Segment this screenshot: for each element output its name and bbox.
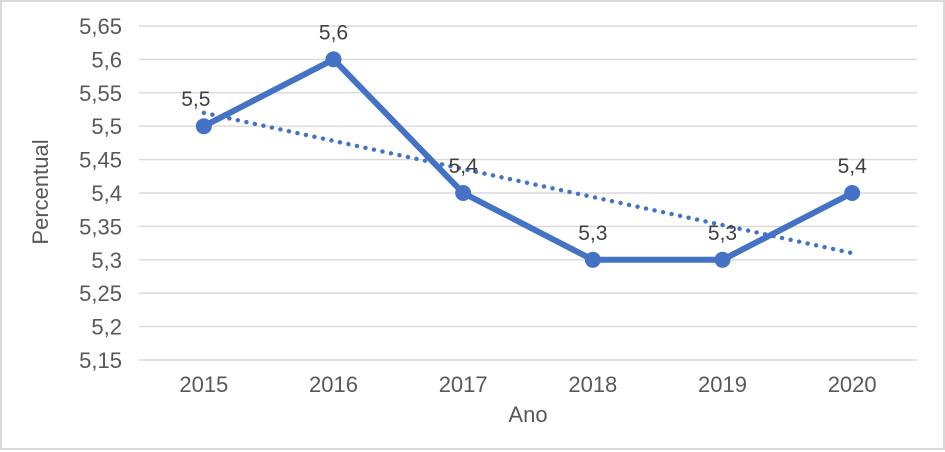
- data-label: 5,6: [319, 21, 348, 44]
- y-tick-label: 5,6: [91, 47, 122, 72]
- y-tick-label: 5,15: [79, 348, 122, 373]
- y-tick-label: 5,5: [91, 114, 122, 139]
- x-tick-label: 2017: [439, 372, 488, 397]
- y-tick-label: 5,35: [79, 214, 122, 239]
- x-tick-label: 2018: [568, 372, 617, 397]
- data-label: 5,4: [838, 155, 868, 178]
- x-tick-label: 2019: [698, 372, 747, 397]
- trendline-dotted: [201, 110, 855, 256]
- data-point-marker: [714, 251, 731, 268]
- series-line: [200, 56, 856, 263]
- data-label: 5,3: [578, 222, 607, 245]
- x-axis-title: Ano: [508, 402, 547, 427]
- y-tick-label: 5,25: [79, 281, 122, 306]
- data-point-marker: [455, 185, 472, 201]
- x-tick-label: 2015: [179, 372, 228, 397]
- data-label: 5,5: [181, 88, 210, 111]
- x-tick-label: 2020: [828, 372, 877, 397]
- y-tick-label: 5,2: [91, 315, 122, 340]
- y-tick-label: 5,45: [79, 148, 122, 173]
- data-point-marker: [325, 51, 342, 68]
- y-tick-label: 5,4: [91, 181, 122, 206]
- data-point-marker: [584, 251, 601, 268]
- y-tick-label: 5,65: [79, 14, 122, 39]
- data-point-marker: [844, 185, 861, 201]
- y-axis-title: Percentual: [28, 139, 53, 244]
- data-label: 5,4: [449, 155, 479, 178]
- data-point-marker: [195, 118, 212, 135]
- x-tick-label: 2016: [309, 372, 358, 397]
- y-tick-label: 5,55: [79, 81, 122, 106]
- y-tick-label: 5,3: [91, 248, 122, 273]
- data-label: 5,3: [708, 222, 737, 245]
